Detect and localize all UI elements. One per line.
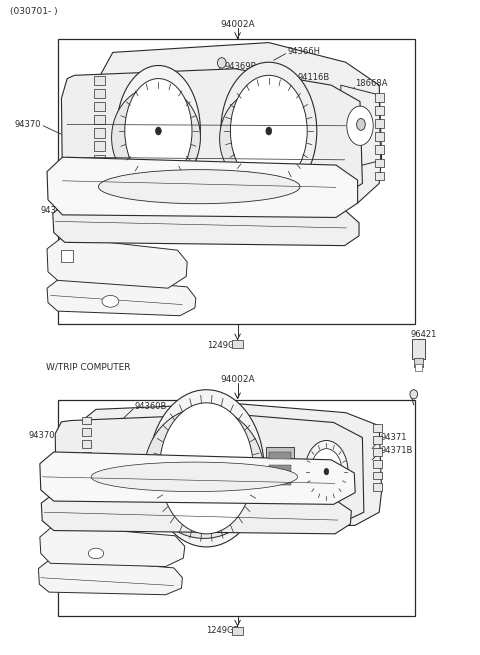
Text: 94360B: 94360B [134,402,167,411]
Bar [82,452,91,460]
Polygon shape [47,276,196,316]
Text: 18668A: 18668A [355,79,388,88]
Bar [269,452,291,458]
Bar [94,115,105,124]
Bar [412,339,425,359]
Bar [58,400,415,616]
Polygon shape [40,525,185,567]
Ellipse shape [98,170,300,204]
Bar [82,417,91,424]
Ellipse shape [156,127,161,135]
Polygon shape [53,203,359,246]
Bar [269,478,291,485]
Ellipse shape [311,449,342,495]
Ellipse shape [230,75,307,187]
Ellipse shape [347,106,373,145]
Bar [94,76,105,85]
Text: 94002A: 94002A [220,375,255,384]
Polygon shape [341,85,381,170]
Bar [373,472,382,479]
Text: 94360B: 94360B [81,77,113,86]
Ellipse shape [125,79,192,183]
Polygon shape [61,69,362,203]
Text: 1249GF: 1249GF [207,341,240,350]
Text: 18643A: 18643A [334,110,366,119]
Bar [82,476,91,483]
Bar [373,483,382,491]
Text: W/TRIP COMPUTER: W/TRIP COMPUTER [46,362,130,371]
Bar [375,145,384,154]
Text: (030701- ): (030701- ) [10,7,57,16]
Ellipse shape [410,390,418,399]
Polygon shape [47,157,358,217]
Ellipse shape [116,66,201,196]
Text: 94370: 94370 [29,431,55,440]
Bar [235,506,262,524]
Text: 94370: 94370 [14,120,41,129]
Ellipse shape [357,119,365,130]
Bar [266,447,294,493]
Ellipse shape [221,62,317,200]
Bar [94,102,105,111]
Bar [94,128,105,138]
Bar [58,39,415,324]
Bar [373,424,382,432]
Ellipse shape [88,548,104,559]
Ellipse shape [220,92,299,187]
Ellipse shape [305,440,348,503]
Polygon shape [47,237,187,288]
Ellipse shape [111,86,201,188]
Ellipse shape [102,295,119,307]
Bar [375,93,384,102]
Text: 94371B: 94371B [381,446,413,455]
Ellipse shape [159,403,253,534]
Bar [414,358,423,367]
Bar [373,436,382,444]
Ellipse shape [324,468,329,475]
Bar [375,119,384,128]
Polygon shape [94,43,382,210]
Bar [375,132,384,141]
Bar [232,340,243,348]
Bar [82,440,91,448]
Ellipse shape [144,407,264,538]
Polygon shape [41,493,351,534]
Ellipse shape [149,390,264,547]
Bar [82,464,91,472]
Polygon shape [269,196,307,212]
Bar [375,106,384,115]
Bar [375,159,384,167]
Text: 94371: 94371 [381,433,407,442]
Text: 96421: 96421 [410,329,437,339]
Bar [232,627,243,635]
Text: 94363A: 94363A [41,206,73,215]
Bar [269,465,291,472]
Text: 94116B: 94116B [298,73,330,82]
Bar [94,141,105,151]
Text: 94371B: 94371B [298,86,330,95]
Bar [94,89,105,98]
Bar [373,460,382,468]
Bar [269,195,297,215]
Bar [61,250,73,262]
Ellipse shape [266,127,272,135]
Text: 94002A: 94002A [220,20,255,29]
Bar [373,448,382,456]
Polygon shape [55,414,364,529]
Text: 94369B: 94369B [225,62,257,71]
Text: 1249GF: 1249GF [206,626,239,635]
Ellipse shape [217,58,226,68]
Bar [82,428,91,436]
Ellipse shape [204,464,209,472]
Bar [94,155,105,164]
Polygon shape [81,403,382,531]
Text: 94366H: 94366H [287,47,320,56]
Ellipse shape [91,462,298,491]
Bar [375,172,384,180]
Ellipse shape [358,122,362,129]
Polygon shape [38,558,182,595]
Polygon shape [40,452,355,504]
Bar [415,364,422,371]
